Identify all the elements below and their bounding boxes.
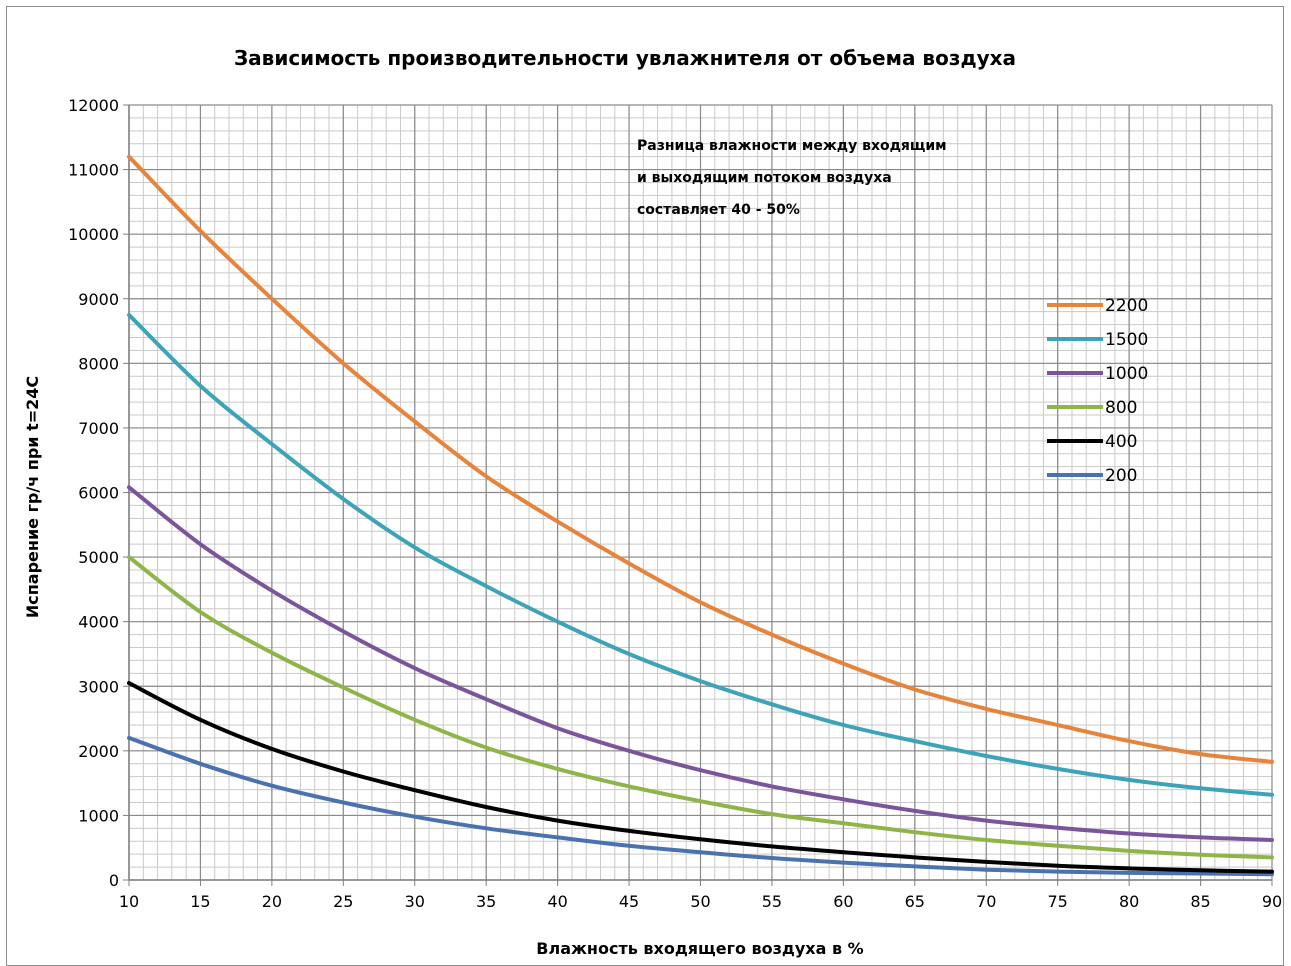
legend-label-1500: 1500 <box>1105 330 1148 350</box>
annotation: Разница влажности между входящим и выходя… <box>637 138 947 218</box>
x-tick-label: 75 <box>1048 892 1068 911</box>
x-tick-label: 65 <box>905 892 925 911</box>
annotation-line: и выходящим потоком воздуха <box>637 170 892 186</box>
y-tick-label: 9000 <box>78 290 119 309</box>
y-axis-title: Испарение гр/ч при t=24C <box>23 376 42 618</box>
legend-label-200: 200 <box>1105 466 1137 486</box>
legend-label-2200: 2200 <box>1105 296 1148 316</box>
x-tick-label: 25 <box>333 892 353 911</box>
y-tick-label: 3000 <box>78 677 119 696</box>
series-line-2200 <box>127 154 1274 764</box>
x-tick-label: 40 <box>547 892 567 911</box>
x-tick-label: 45 <box>619 892 639 911</box>
annotation-line: Разница влажности между входящим <box>637 138 947 154</box>
x-tick-label: 10 <box>119 892 139 911</box>
chart-frame: Зависимость производительности увлажните… <box>6 6 1284 966</box>
x-tick-label: 30 <box>405 892 425 911</box>
y-tick-label: 8000 <box>78 354 119 373</box>
chart-svg: Зависимость производительности увлажните… <box>23 46 1282 958</box>
chart-title: Зависимость производительности увлажните… <box>234 46 1016 70</box>
x-tick-label: 90 <box>1262 892 1282 911</box>
x-tick-label: 60 <box>833 892 853 911</box>
y-tick-label: 2000 <box>78 742 119 761</box>
grid <box>128 104 1273 881</box>
y-tick-label: 4000 <box>78 613 119 632</box>
x-tick-label: 80 <box>1119 892 1139 911</box>
series-line-400 <box>127 681 1274 874</box>
y-tick-label: 5000 <box>78 548 119 567</box>
y-tick-label: 7000 <box>78 419 119 438</box>
series-line-1500 <box>127 312 1274 797</box>
x-tick-label: 50 <box>690 892 710 911</box>
x-axis-title: Влажность входящего воздуха в % <box>536 939 863 958</box>
legend-label-1000: 1000 <box>1105 364 1148 384</box>
y-tick-label: 10000 <box>68 225 119 244</box>
legend-label-800: 800 <box>1105 398 1137 418</box>
series-line-1000 <box>127 485 1274 842</box>
series-line-200 <box>127 735 1274 877</box>
y-tick-label: 6000 <box>78 484 119 503</box>
y-tick-label: 0 <box>109 871 119 890</box>
x-tick-label: 70 <box>976 892 996 911</box>
annotation-line: составляет 40 - 50% <box>637 202 800 218</box>
x-tick-label: 20 <box>262 892 282 911</box>
series-line-800 <box>127 555 1274 860</box>
x-tick-label: 15 <box>190 892 210 911</box>
legend-label-400: 400 <box>1105 432 1137 452</box>
legend: 2200 1500 1000 800 400 200 <box>1047 296 1148 486</box>
y-tick-label: 12000 <box>68 96 119 115</box>
axes: 10 15 20 25 30 35 40 45 50 55 60 65 70 75 80 85 90010002… <box>68 96 1282 911</box>
x-tick-label: 55 <box>762 892 782 911</box>
x-tick-label: 85 <box>1190 892 1210 911</box>
y-tick-label: 1000 <box>78 806 119 825</box>
x-tick-label: 35 <box>476 892 496 911</box>
y-tick-label: 11000 <box>68 161 119 180</box>
series-lines <box>127 154 1274 877</box>
